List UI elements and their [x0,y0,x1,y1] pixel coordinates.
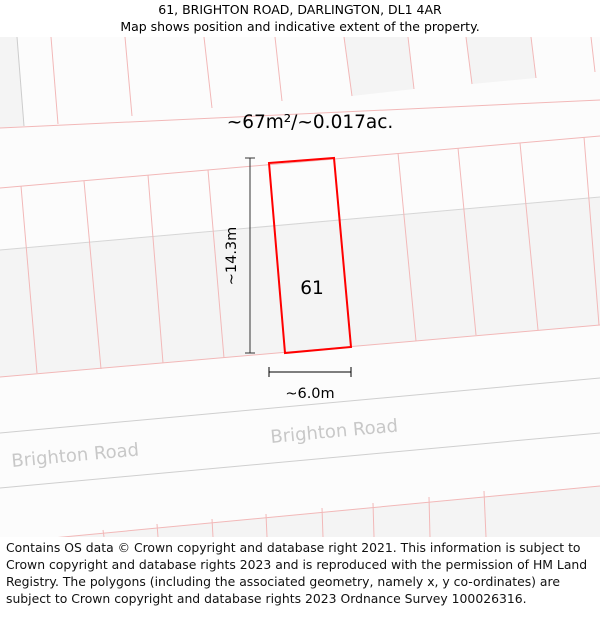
height-dimension-line [245,157,255,354]
property-address: 61, BRIGHTON ROAD, DARLINGTON, DL1 4AR [158,2,442,17]
area-label: ~67m²/~0.017ac. [227,112,394,133]
property-map[interactable]: ~67m²/~0.017ac. 61 ~14.3m ~6.0m Brighton… [0,37,600,537]
copyright-attribution: Contains OS data © Crown copyright and d… [6,540,588,606]
top-block [0,37,600,129]
road-edges [0,377,600,489]
property-boundary[interactable] [267,156,353,355]
bottom-block [0,485,600,537]
plot-number-label: 61 [300,278,324,299]
map-description: Map shows position and indicative extent… [120,19,480,34]
width-dimension-label: ~6.0m [285,386,334,402]
middle-block [0,135,600,378]
width-dimension-line [268,367,352,377]
height-dimension-label: ~14.3m [224,227,240,286]
map-header: 61, BRIGHTON ROAD, DARLINGTON, DL1 4AR M… [0,0,600,37]
